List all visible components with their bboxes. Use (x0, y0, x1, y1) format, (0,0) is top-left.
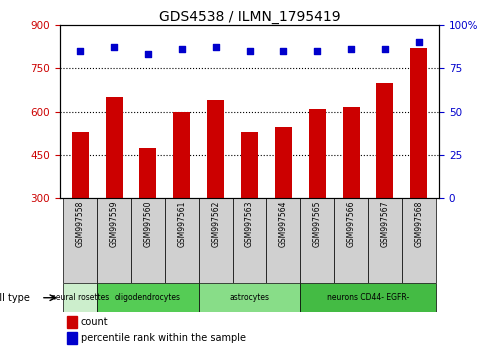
Bar (410, 48, 427, 285)
Point (110, 45, 118, 50)
Text: percentile rank within the sample: percentile rank within the sample (81, 333, 246, 343)
Bar (131, 198, 165, 283)
Bar (334, 198, 368, 283)
Point (415, 39, 423, 45)
Text: astrocytes: astrocytes (230, 293, 269, 302)
Bar (63, 198, 97, 283)
Text: GSM997560: GSM997560 (143, 201, 152, 247)
Point (178, 46, 186, 52)
Bar (67, 332, 77, 344)
Text: GSM997562: GSM997562 (211, 201, 220, 247)
Title: GDS4538 / ILMN_1795419: GDS4538 / ILMN_1795419 (159, 10, 340, 24)
Bar (233, 198, 266, 283)
Bar (199, 198, 233, 283)
Bar (402, 198, 436, 283)
Text: GSM997568: GSM997568 (414, 201, 423, 247)
Text: GSM997561: GSM997561 (177, 201, 186, 247)
Text: GSM997559: GSM997559 (110, 201, 119, 247)
Text: count: count (81, 316, 108, 327)
Point (279, 48, 287, 54)
Text: GSM997558: GSM997558 (76, 201, 85, 247)
Point (381, 46, 389, 52)
Bar (72, 132, 89, 285)
Bar (165, 198, 199, 283)
Bar (309, 109, 326, 285)
Bar (67, 316, 77, 328)
Text: GSM997566: GSM997566 (347, 201, 356, 247)
Text: GSM997563: GSM997563 (245, 201, 254, 247)
Bar (106, 97, 123, 285)
Bar (173, 112, 190, 285)
Text: oligodendrocytes: oligodendrocytes (115, 293, 181, 302)
Bar (300, 283, 436, 312)
Bar (266, 198, 300, 283)
Bar (343, 107, 360, 285)
Text: cell type: cell type (0, 293, 29, 303)
Bar (207, 100, 224, 285)
Bar (368, 198, 402, 283)
Text: neural rosettes: neural rosettes (51, 293, 109, 302)
Point (76, 48, 84, 54)
Point (212, 45, 220, 50)
Point (313, 48, 321, 54)
Bar (97, 283, 199, 312)
Bar (241, 132, 258, 285)
Bar (63, 283, 97, 312)
Bar (139, 148, 156, 285)
Text: GSM997567: GSM997567 (380, 201, 389, 247)
Text: GSM997564: GSM997564 (279, 201, 288, 247)
Text: GSM997565: GSM997565 (313, 201, 322, 247)
Bar (97, 198, 131, 283)
Point (347, 46, 355, 52)
Point (144, 51, 152, 57)
Point (246, 48, 253, 54)
Text: neurons CD44- EGFR-: neurons CD44- EGFR- (327, 293, 409, 302)
Bar (376, 82, 393, 285)
Bar (300, 198, 334, 283)
Bar (275, 127, 292, 285)
Bar (199, 283, 300, 312)
